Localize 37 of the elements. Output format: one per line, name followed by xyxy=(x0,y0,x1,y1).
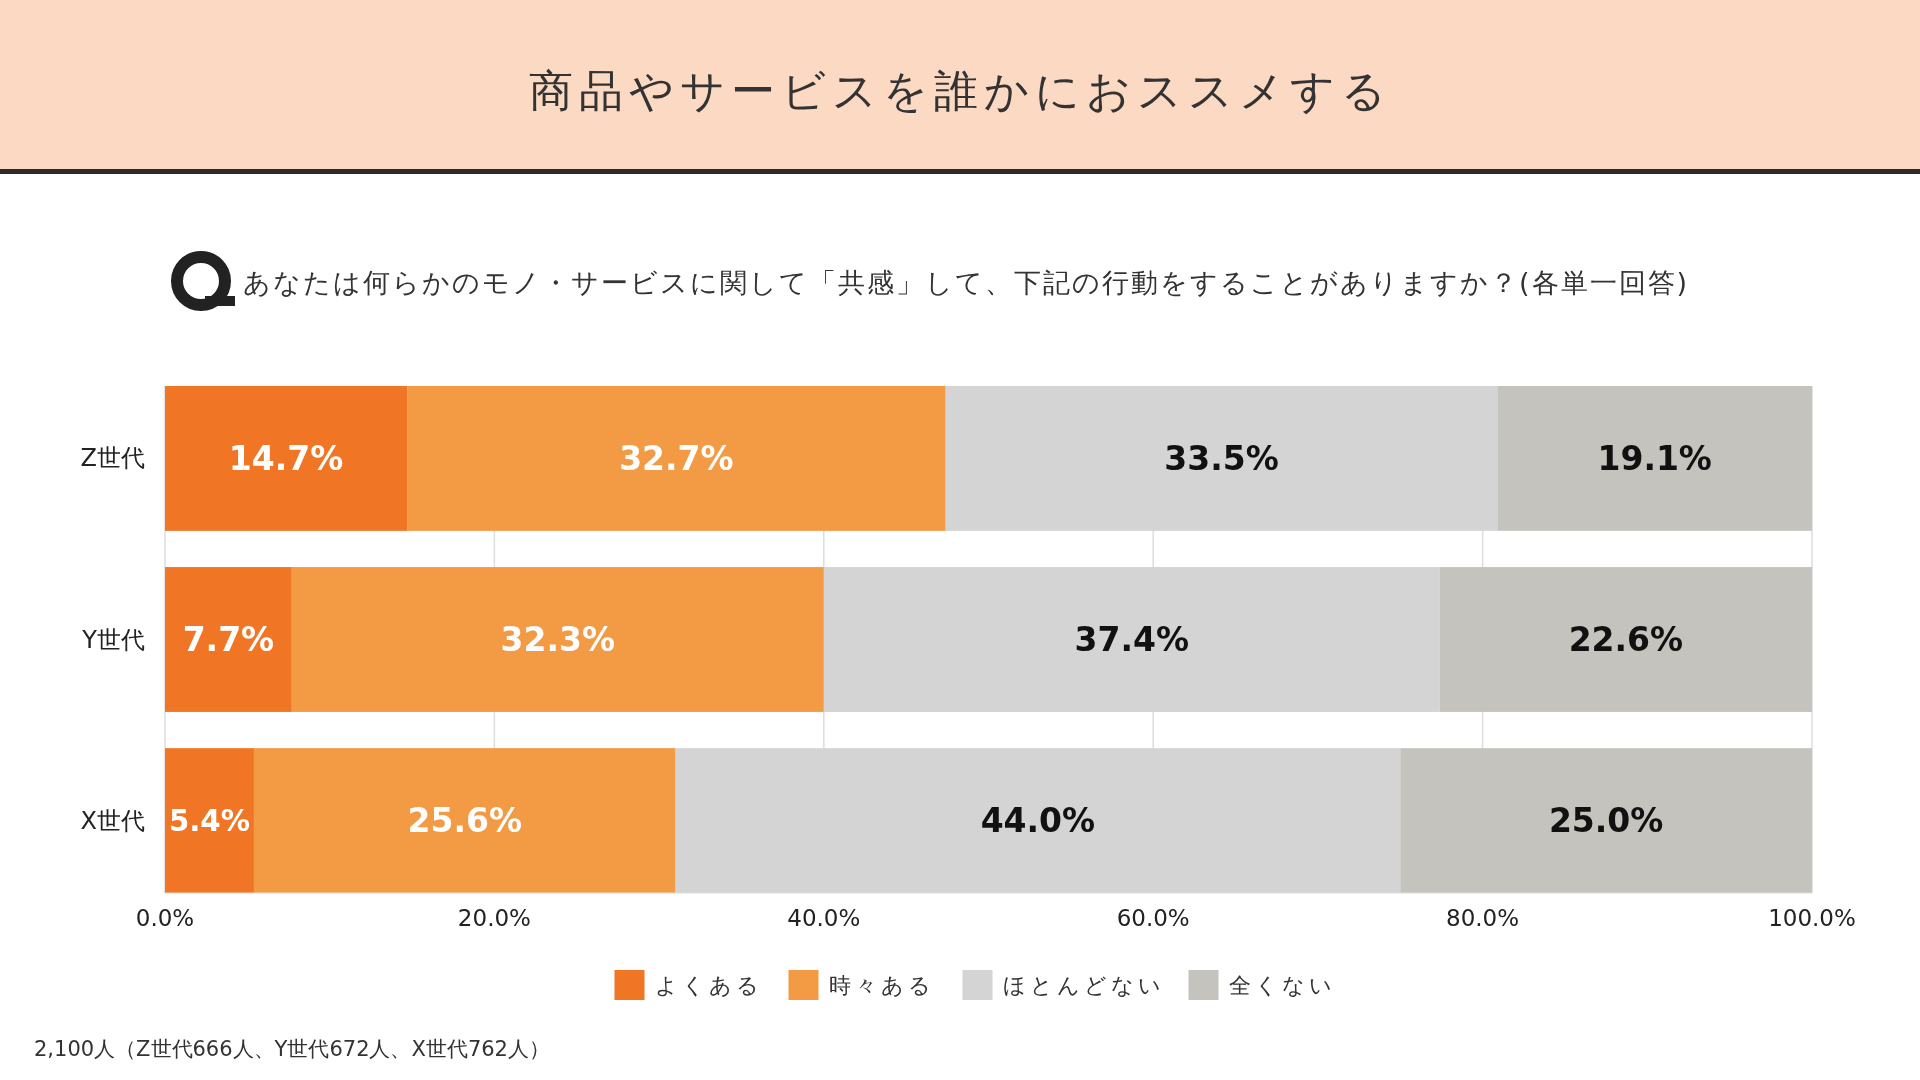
data-label: 19.1% xyxy=(1597,438,1712,478)
data-label: 22.6% xyxy=(1568,620,1684,659)
bar xyxy=(165,748,254,893)
x-tick-label: 0.0% xyxy=(135,905,195,931)
chart-subtitle: あなたは何らかのモノ・サービスに関して「共感」して、下記の行動をすることがありますか？(各単一回答) xyxy=(243,266,1690,298)
legend-label: よくある xyxy=(654,972,763,998)
chart-title: 商品やサービスを誰かにおススメする xyxy=(528,64,1392,116)
y-tick-label: Z世代 xyxy=(80,444,145,473)
bar xyxy=(253,748,676,893)
x-tick-label: 60.0% xyxy=(1116,905,1190,931)
x-tick-label: 100.0% xyxy=(1768,905,1856,931)
bar xyxy=(291,567,824,712)
data-label: 5.4% xyxy=(168,803,251,838)
data-label: 37.4% xyxy=(1074,620,1190,659)
x-tick-label: 40.0% xyxy=(787,905,861,931)
text: 2,100人（Z世代666人、Y世代672人、X世代762人） xyxy=(34,1037,550,1061)
data-label: 25.0% xyxy=(1548,801,1664,841)
data-label: 44.0% xyxy=(980,801,1096,841)
data-label: 25.6% xyxy=(407,801,522,841)
data-label: 33.5% xyxy=(1164,438,1279,478)
legend-label: ほとんどない xyxy=(1002,972,1165,998)
bar xyxy=(1439,567,1812,712)
bar xyxy=(165,386,408,531)
x-tick-label: 80.0% xyxy=(1446,905,1520,931)
data-label: 14.7% xyxy=(228,438,344,478)
data-label: 32.3% xyxy=(500,620,616,659)
bar xyxy=(1400,748,1812,893)
y-tick-label: X世代 xyxy=(80,806,145,835)
y-tick-label: Y世代 xyxy=(81,625,145,654)
bar xyxy=(1497,386,1812,531)
x-tick-label: 20.0% xyxy=(457,905,531,931)
data-label: 32.7% xyxy=(619,438,734,478)
bar xyxy=(165,567,292,712)
data-label: 7.7% xyxy=(182,620,275,659)
legend-label: 全くない xyxy=(1228,972,1336,998)
legend-label: 時々ある xyxy=(828,972,935,998)
bar xyxy=(407,386,946,531)
